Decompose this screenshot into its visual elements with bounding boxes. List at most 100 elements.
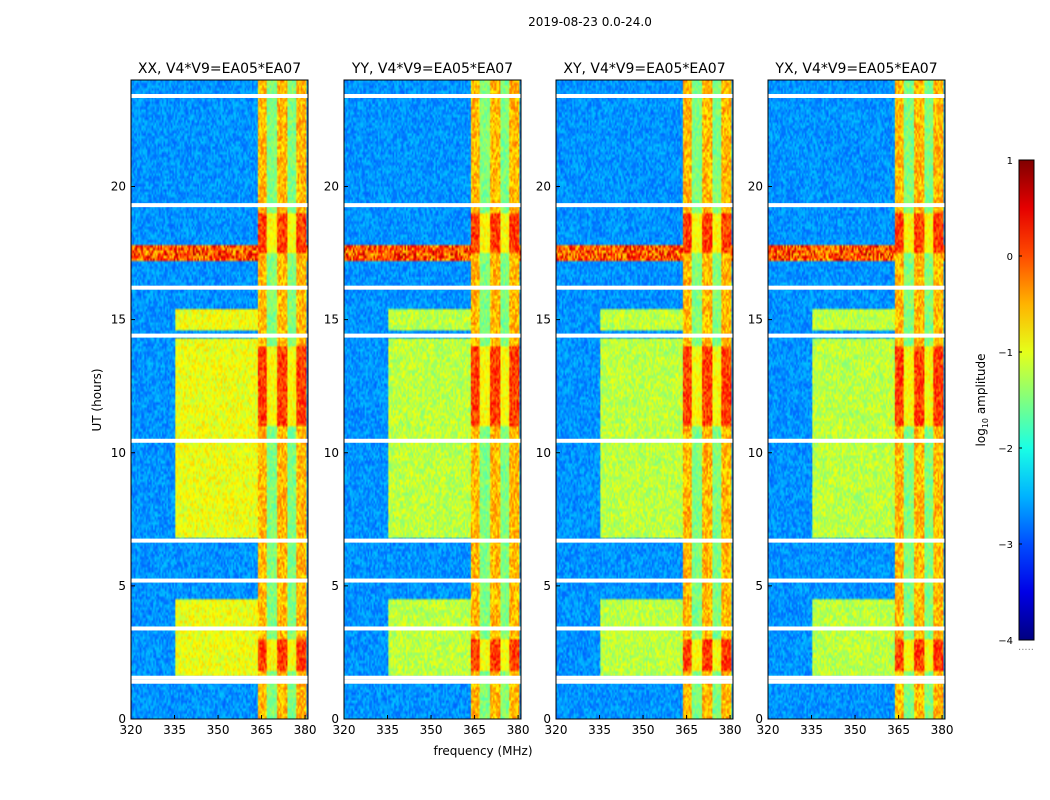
flagged-row — [131, 203, 308, 208]
y-tick-label: 15 — [324, 313, 339, 327]
flagged-row — [768, 578, 945, 583]
x-axis-label: frequency (MHz) — [433, 744, 532, 758]
flagged-row — [344, 333, 521, 338]
flagged-row — [556, 578, 733, 583]
y-tick-label: 0 — [755, 712, 763, 726]
flagged-row — [556, 675, 733, 680]
y-axis-label: UT (hours) — [90, 368, 104, 431]
x-tick-label: 380 — [719, 723, 742, 737]
colorbar-tick-label: −2 — [998, 444, 1013, 455]
panel-frame — [767, 79, 946, 720]
flagged-row — [344, 438, 521, 443]
flagged-row — [131, 93, 308, 98]
heatmap-image — [344, 80, 521, 719]
colorbar-gradient — [1018, 159, 1035, 641]
x-tick-label: 365 — [887, 723, 910, 737]
x-tick-label: 335 — [800, 723, 823, 737]
flagged-row — [344, 675, 521, 680]
y-tick-label: 15 — [536, 313, 551, 327]
colorbar-label: log10 amplitude — [974, 354, 990, 447]
panels: XX, V4*V9=EA05*EA07 320 335 350 365 380 0 5 10 15… — [111, 61, 954, 737]
y-tick-label: 20 — [111, 180, 126, 194]
flagged-row — [556, 333, 733, 338]
flagged-row — [344, 203, 521, 208]
y-tick-label: 0 — [118, 712, 126, 726]
flagged-row — [131, 333, 308, 338]
flagged-row — [131, 679, 308, 684]
panel-yy: YY, V4*V9=EA05*EA07 320 335 350 365 380 0 5 10 15… — [324, 61, 530, 737]
panel-title: XX, V4*V9=EA05*EA07 — [138, 61, 301, 77]
panel-xy: XY, V4*V9=EA05*EA07 320 335 350 365 380 0 5 10 15… — [536, 61, 742, 737]
x-tick-label: 350 — [844, 723, 867, 737]
panel-frame — [555, 79, 734, 720]
colorbar-tick-label: 1 — [1007, 156, 1013, 167]
x-tick-label: 365 — [463, 723, 486, 737]
y-tick-label: 0 — [331, 712, 339, 726]
flagged-row — [344, 93, 521, 98]
flagged-row — [768, 203, 945, 208]
flagged-row — [556, 626, 733, 631]
x-tick-label: 320 — [120, 723, 143, 737]
x-tick-label: 335 — [376, 723, 399, 737]
colorbar: 1 0 −1 −2 −3 −4 log10 amplitude..... — [974, 156, 1035, 653]
colorbar-tick-label: −3 — [998, 540, 1013, 551]
panel-frame — [343, 79, 522, 720]
x-tick-label: 365 — [250, 723, 273, 737]
x-tick-label: 335 — [588, 723, 611, 737]
x-tick-label: 380 — [294, 723, 317, 737]
heatmap-image — [131, 80, 308, 719]
flagged-row — [131, 538, 308, 543]
colorbar-tick-label: −4 — [998, 636, 1013, 647]
colorbar-tick-label: −1 — [998, 348, 1013, 359]
flagged-row — [768, 679, 945, 684]
panel-yx: YX, V4*V9=EA05*EA07 320 335 350 365 380 0 5 10 15… — [748, 61, 954, 737]
flagged-row — [768, 438, 945, 443]
y-tick-label: 10 — [748, 446, 763, 460]
flagged-row — [344, 626, 521, 631]
x-tick-label: 335 — [163, 723, 186, 737]
y-tick-label: 15 — [111, 313, 126, 327]
y-tick-label: 5 — [543, 579, 551, 593]
flagged-row — [556, 679, 733, 684]
panel-xx: XX, V4*V9=EA05*EA07 320 335 350 365 380 0 5 10 15… — [111, 61, 317, 737]
x-tick-label: 320 — [545, 723, 568, 737]
flagged-row — [768, 285, 945, 290]
flagged-row — [344, 538, 521, 543]
colorbar-tick-label: 0 — [1007, 252, 1013, 263]
y-tick-label: 20 — [324, 180, 339, 194]
flagged-row — [768, 675, 945, 680]
flagged-row — [344, 679, 521, 684]
x-tick-label: 365 — [675, 723, 698, 737]
y-tick-label: 10 — [324, 446, 339, 460]
y-tick-label: 5 — [755, 579, 763, 593]
x-tick-label: 380 — [931, 723, 954, 737]
flagged-row — [556, 203, 733, 208]
x-tick-label: 380 — [507, 723, 530, 737]
panel-title: YX, V4*V9=EA05*EA07 — [774, 61, 937, 77]
flagged-row — [556, 285, 733, 290]
y-tick-label: 5 — [331, 579, 339, 593]
flagged-row — [768, 93, 945, 98]
flagged-row — [131, 578, 308, 583]
heatmap-image — [556, 80, 733, 719]
x-tick-label: 350 — [207, 723, 230, 737]
panel-title: XY, V4*V9=EA05*EA07 — [563, 61, 725, 77]
flagged-row — [131, 438, 308, 443]
x-tick-label: 320 — [333, 723, 356, 737]
heatmap-image — [768, 80, 945, 719]
flagged-row — [556, 438, 733, 443]
y-tick-label: 5 — [118, 579, 126, 593]
x-tick-label: 350 — [632, 723, 655, 737]
flagged-row — [344, 285, 521, 290]
flagged-row — [131, 626, 308, 631]
panel-title: YY, V4*V9=EA05*EA07 — [351, 61, 513, 77]
panel-frame — [130, 79, 309, 720]
flagged-row — [131, 285, 308, 290]
flagged-row — [768, 626, 945, 631]
flagged-row — [768, 333, 945, 338]
x-tick-label: 350 — [420, 723, 443, 737]
y-tick-label: 20 — [748, 180, 763, 194]
flagged-row — [556, 538, 733, 543]
flagged-row — [768, 538, 945, 543]
